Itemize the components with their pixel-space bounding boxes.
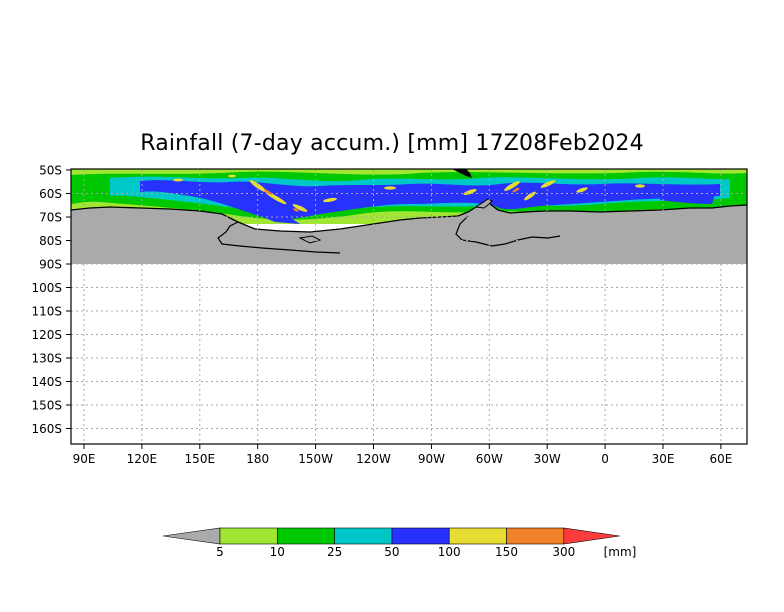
lat-label: 140S — [31, 375, 62, 389]
rain-band-very-heavy — [140, 180, 720, 224]
lat-label: 100S — [31, 281, 62, 295]
lat-label: 160S — [31, 422, 62, 436]
lat-label: 50S — [39, 164, 62, 178]
island-outline — [298, 235, 322, 244]
lon-label: 150E — [185, 452, 216, 466]
rain-streaks-150-300 — [263, 187, 520, 212]
antarctic-peninsula — [474, 198, 493, 209]
map-axes: 50S 60S 70S 80S 90S 100S 110S 120S 130S 140S 150S 1… — [31, 164, 732, 467]
lon-label: 180 — [246, 452, 269, 466]
weddell-ice-shelf-outline — [455, 215, 561, 247]
lon-label: 120E — [127, 452, 158, 466]
lon-label: 0 — [601, 452, 609, 466]
lat-label: 120S — [31, 328, 62, 342]
lat-label: 80S — [39, 234, 62, 248]
lon-label: 30W — [534, 452, 561, 466]
antarctica-coastline — [71, 201, 747, 233]
lat-label: 110S — [31, 305, 62, 319]
below-90s-region — [71, 264, 747, 444]
lat-label: 150S — [31, 399, 62, 413]
lon-label: 30E — [652, 452, 675, 466]
lat-label: 60S — [39, 187, 62, 201]
ross-ice-shelf-outline — [217, 221, 341, 254]
map-title: Rainfall (7-day accum.) [mm] 17Z08Feb202… — [140, 131, 644, 156]
lon-label: 150W — [298, 452, 333, 466]
lon-label: 60E — [709, 452, 732, 466]
lat-label: 130S — [31, 352, 62, 366]
lon-label: 90W — [418, 452, 445, 466]
lat-label: 70S — [39, 211, 62, 225]
lon-label: 90E — [73, 452, 96, 466]
map-frame — [70, 168, 748, 445]
map-grid — [71, 169, 747, 444]
lon-label: 120W — [356, 452, 391, 466]
lon-label: 60W — [476, 452, 503, 466]
south-america-tip — [452, 169, 472, 178]
lat-label: 90S — [39, 258, 62, 272]
